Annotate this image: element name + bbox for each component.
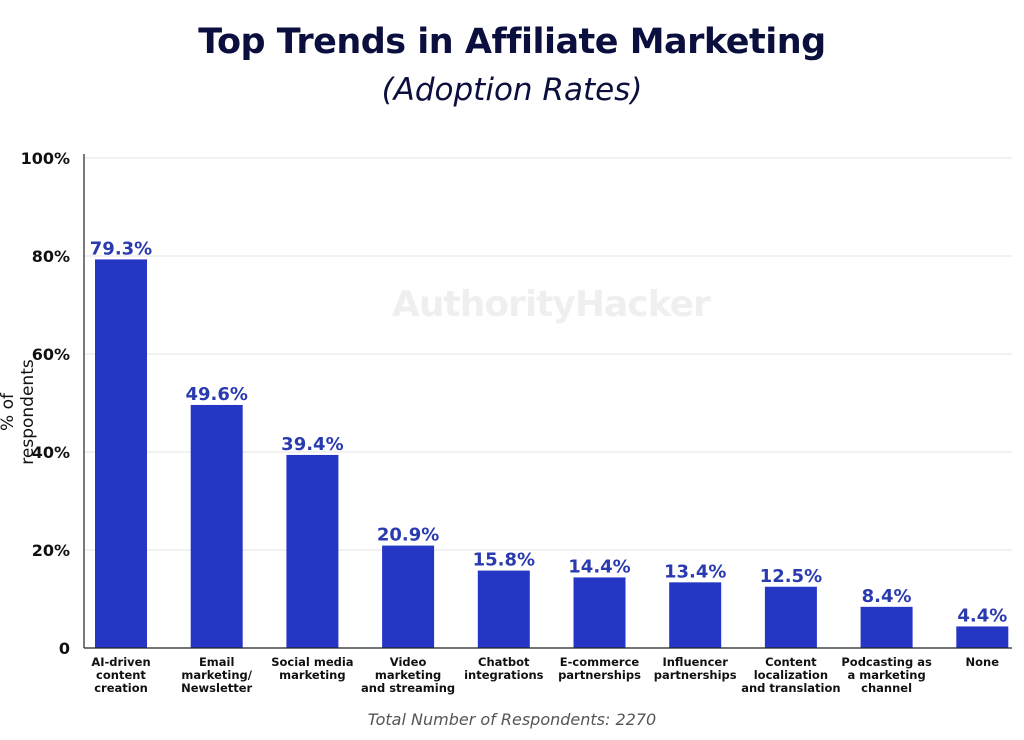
data-label: 12.5% [760,566,822,587]
data-label: 4.4% [957,605,1007,626]
bar [764,586,817,648]
watermark-logo: AuthorityHacker [392,284,711,325]
data-label: 15.8% [473,550,535,571]
bar [477,570,530,648]
y-tick-label: 100% [21,149,70,168]
bar [382,545,435,648]
data-label: 13.4% [664,561,726,582]
x-tick-label: Social media marketing [271,655,354,682]
x-tick-label: Podcasting as a marketing channel [841,655,932,695]
bar [573,577,626,648]
data-label: 20.9% [377,525,439,546]
y-tick-label: 80% [32,247,70,266]
x-tick-label: E-commerce partnerships [558,655,641,682]
data-label: 14.4% [568,556,630,577]
y-tick-label: 20% [32,541,70,560]
y-tick-label: 40% [32,443,70,462]
bar [860,606,913,648]
y-tick-label: 0 [59,639,70,658]
x-tick-label: Influencer partnerships [653,655,737,682]
y-tick-label: 60% [32,345,70,364]
x-tick-label: Email marketing/ Newsletter [181,655,253,695]
bar [956,626,1009,648]
footnote: Total Number of Respondents: 2270 [367,710,657,729]
chart-subtitle: (Adoption Rates) [381,72,643,108]
data-label: 39.4% [281,434,343,455]
bar [286,454,339,648]
data-label: 8.4% [862,586,912,607]
x-tick-label: Chatbot integrations [464,655,544,682]
chart-title: Top Trends in Affiliate Marketing [198,22,826,62]
x-tick-label: Content localization and translation [741,655,841,695]
bar [95,259,147,648]
x-tick-label: Video marketing and streaming [361,655,456,695]
data-label: 49.6% [185,384,247,405]
bar [669,582,722,648]
x-tick-label: None [965,655,1000,669]
x-tick-label: AI-driven content creation [91,655,151,695]
data-label: 79.3% [90,238,152,259]
bar [190,404,243,648]
